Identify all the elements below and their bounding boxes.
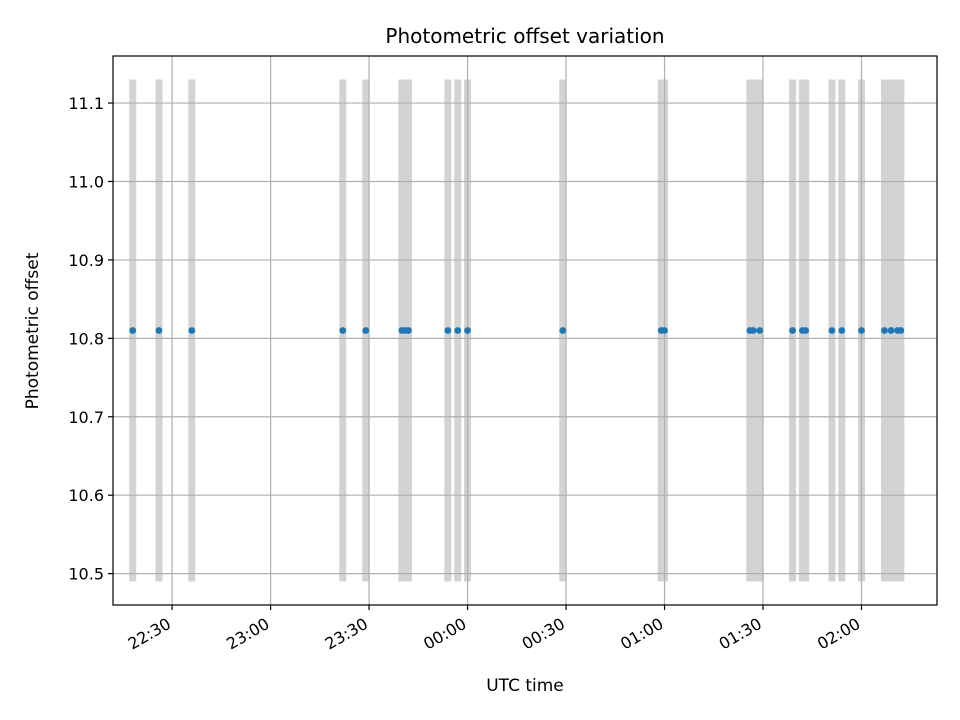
data-point [881, 327, 888, 334]
x-tick-label: 01:00 [617, 614, 666, 654]
y-tick-label: 10.7 [68, 408, 104, 427]
grid-lines [113, 56, 937, 605]
data-point [129, 327, 137, 334]
y-tick-label: 10.6 [68, 486, 104, 505]
data-point [858, 327, 865, 334]
data-point [444, 327, 452, 334]
data-point [749, 327, 757, 334]
x-tick-label: 23:00 [223, 614, 272, 654]
data-point [897, 327, 905, 334]
data-point [802, 327, 810, 334]
y-axis-ticks: 10.5 10.6 10.7 10.8 10.9 11.0 11.1 [68, 94, 113, 584]
x-tick-label: 22:30 [125, 614, 174, 654]
chart-title: Photometric offset variation [385, 24, 664, 48]
data-point [828, 327, 836, 334]
x-tick-label: 23:30 [322, 614, 371, 654]
data-point [405, 327, 412, 334]
data-point [464, 327, 471, 334]
data-point [454, 327, 462, 334]
x-axis-title: UTC time [486, 676, 564, 696]
y-tick-label: 10.5 [68, 565, 104, 584]
y-tick-label: 10.8 [68, 329, 104, 348]
y-tick-label: 11.0 [68, 172, 104, 191]
data-point [789, 327, 796, 334]
x-tick-label: 00:00 [420, 614, 469, 654]
x-tick-label: 00:30 [519, 614, 568, 654]
x-axis-ticks: 22:30 23:00 23:30 00:00 00:30 01:00 01:30 02:00 [125, 605, 863, 654]
data-point [339, 327, 347, 334]
y-tick-label: 11.1 [68, 94, 104, 113]
x-tick-label: 01:30 [716, 614, 765, 654]
plot-frame [112, 55, 938, 606]
data-point [887, 327, 895, 334]
x-tick-label: 02:00 [814, 614, 863, 654]
data-point [155, 327, 163, 334]
data-point [756, 327, 764, 334]
data-point [838, 327, 846, 334]
y-axis-title: Photometric offset [23, 252, 43, 409]
exposure-bands [129, 79, 905, 582]
data-point [559, 327, 567, 334]
data-point [362, 327, 370, 334]
data-points [129, 327, 905, 334]
data-point [661, 327, 668, 334]
y-tick-label: 10.9 [68, 251, 104, 270]
data-point [188, 327, 196, 334]
